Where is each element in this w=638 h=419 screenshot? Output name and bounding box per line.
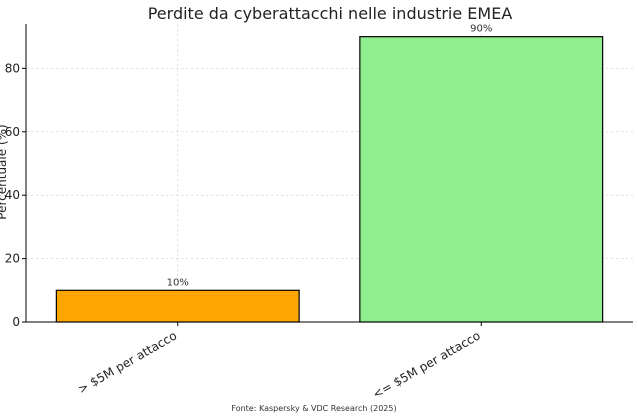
chart-title: Perdite da cyberattacchi nelle industrie…	[148, 4, 513, 23]
bar-2	[359, 36, 604, 323]
x-tick-label-2: <= $5M per attacco	[370, 328, 482, 401]
x-tick-label-1: > $5M per attacco	[75, 328, 179, 396]
bars	[55, 36, 604, 323]
y-axis-label: Percentuale (%)	[0, 124, 9, 219]
axes	[22, 24, 633, 326]
bar-1	[55, 289, 300, 323]
source-note: Fonte: Kaspersky & VDC Research (2025)	[231, 404, 396, 413]
data-label-2: 90%	[470, 24, 492, 35]
y-tick-label: 20	[5, 252, 20, 266]
y-tick-label: 40	[5, 188, 20, 202]
y-tick-label: 60	[5, 125, 20, 139]
y-tick-label: 80	[5, 61, 20, 75]
data-label-1: 10%	[167, 277, 189, 288]
y-tick-label: 0	[12, 315, 20, 329]
